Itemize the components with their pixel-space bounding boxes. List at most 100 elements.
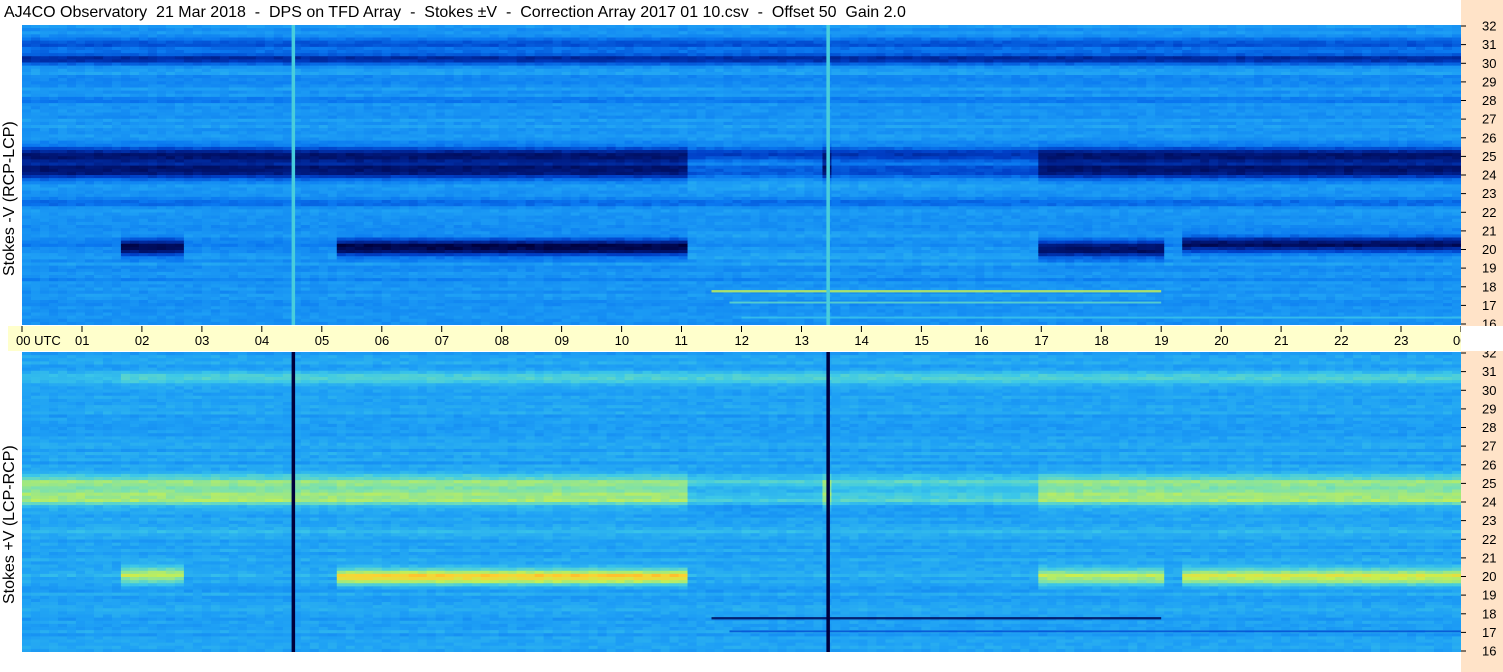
heatmap-cell (678, 90, 689, 95)
heatmap-cell (552, 40, 563, 45)
heatmap-cell (597, 65, 608, 70)
heatmap-cell (561, 56, 572, 60)
heatmap-cell (264, 78, 275, 82)
heatmap-cell (138, 43, 149, 48)
heatmap-cell (750, 59, 761, 64)
heatmap-cell (1119, 56, 1129, 60)
heatmap-cell (1200, 53, 1210, 57)
heatmap-cell (1164, 53, 1174, 57)
heatmap-cell (354, 78, 365, 82)
heatmap-cell (453, 56, 464, 60)
heatmap-cell (1254, 37, 1264, 42)
heatmap-cell (1119, 43, 1129, 48)
heatmap-cell (111, 53, 122, 57)
heatmap-cell (174, 31, 185, 35)
heatmap-cell (921, 59, 931, 64)
heatmap-cell (201, 46, 212, 51)
heatmap-cell (426, 90, 437, 95)
heatmap-cell (939, 62, 949, 67)
heatmap-cell (1281, 53, 1291, 57)
heatmap-cell (1236, 34, 1246, 39)
heatmap-cell (156, 59, 167, 64)
heatmap-cell (1038, 84, 1048, 89)
heatmap-cell (759, 40, 770, 45)
heatmap-cell (768, 62, 779, 67)
heatmap-cell (660, 31, 671, 35)
heatmap-cell (345, 37, 356, 42)
heatmap-cell (57, 75, 68, 79)
heatmap-cell (1371, 56, 1381, 60)
heatmap-cell (1245, 87, 1255, 92)
heatmap-cell (1299, 53, 1309, 57)
heatmap-cell (768, 46, 779, 51)
heatmap-cell (1308, 62, 1318, 67)
heatmap-cell (363, 46, 374, 51)
heatmap-cell (282, 59, 293, 64)
heatmap-cell (1047, 56, 1057, 60)
heatmap-cell (516, 46, 527, 51)
heatmap-cell (1083, 31, 1093, 35)
heatmap-cell (66, 75, 77, 79)
heatmap-cell (1245, 53, 1255, 57)
heatmap-cell (966, 62, 976, 67)
heatmap-cell (453, 25, 464, 29)
heatmap-cell (309, 62, 320, 67)
heatmap-cell (858, 37, 869, 42)
heatmap-cell (228, 31, 239, 35)
heatmap-cell (1218, 65, 1228, 70)
heatmap-cell (1038, 43, 1048, 48)
heatmap-cell (516, 90, 527, 95)
heatmap-cell (750, 37, 761, 42)
heatmap-cell (1398, 71, 1408, 76)
heatmap-cell (39, 46, 50, 51)
heatmap-cell (399, 90, 410, 95)
heatmap-cell (1065, 56, 1075, 60)
heatmap-cell (408, 62, 419, 67)
heatmap-cell (435, 25, 446, 29)
heatmap-cell (138, 56, 149, 60)
heatmap-cell (192, 87, 203, 92)
heatmap-cell (1299, 43, 1309, 48)
heatmap-cell (867, 31, 877, 35)
heatmap-cell (921, 28, 931, 32)
heatmap-cell (579, 68, 590, 73)
heatmap-cell (1200, 75, 1210, 79)
heatmap-cell (831, 65, 842, 70)
heatmap-cell (795, 43, 806, 48)
heatmap-cell (273, 43, 284, 48)
heatmap-cell (831, 59, 842, 64)
heatmap-cell (1227, 75, 1237, 79)
heatmap-cell (579, 87, 590, 92)
heatmap-cell (489, 34, 500, 39)
heatmap-cell (1119, 62, 1129, 67)
heatmap-cell (1155, 43, 1165, 48)
heatmap-cell (1110, 65, 1120, 70)
heatmap-cell (678, 65, 689, 70)
heatmap-cell (1119, 81, 1129, 85)
heatmap-cell (1038, 75, 1048, 79)
heatmap-cell (1416, 56, 1426, 60)
heatmap-cell (867, 65, 877, 70)
heatmap-cell (867, 71, 877, 76)
heatmap-cell (228, 87, 239, 92)
heatmap-cell (1353, 78, 1363, 82)
heatmap-cell (1236, 53, 1246, 57)
heatmap-cell (462, 81, 473, 85)
heatmap-cell (498, 25, 509, 29)
heatmap-cell (1128, 68, 1138, 73)
heatmap-cell (1263, 84, 1273, 89)
heatmap-cell (1281, 50, 1291, 54)
heatmap-cell (471, 87, 482, 92)
heatmap-cell (1281, 34, 1291, 39)
heatmap-cell (552, 43, 563, 48)
heatmap-cell (66, 37, 77, 42)
heatmap-cell (1209, 46, 1219, 51)
heatmap-cell (291, 43, 302, 48)
heatmap-cell (939, 68, 949, 73)
heatmap-cell (966, 28, 976, 32)
heatmap-cell (642, 34, 653, 39)
heatmap-cell (1047, 75, 1057, 79)
heatmap-cell (417, 75, 428, 79)
heatmap-cell (1245, 90, 1255, 95)
heatmap-cell (1353, 28, 1363, 32)
